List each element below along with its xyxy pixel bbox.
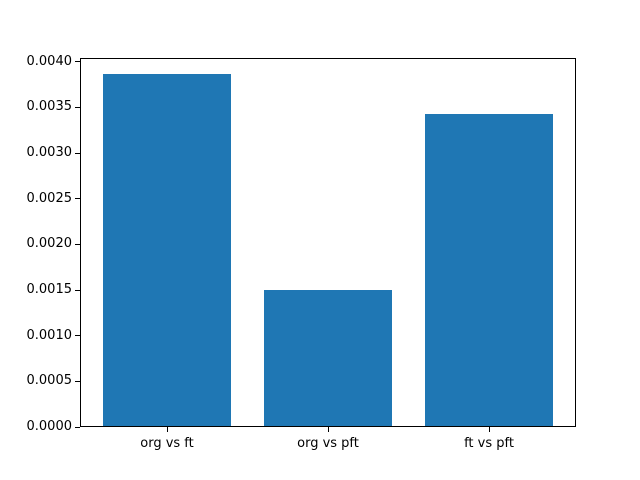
y-tick-mark xyxy=(75,289,80,291)
y-tick-label: 0.0030 xyxy=(26,145,73,160)
y-tick-label: 0.0020 xyxy=(26,236,73,252)
y-tick-label: 0.0025 xyxy=(26,190,73,206)
y-tick-label: 0.0010 xyxy=(26,327,73,343)
y-tick-mark xyxy=(75,243,80,245)
y-tick-mark xyxy=(75,380,80,382)
y-tick-mark xyxy=(75,198,80,200)
x-tick-mark xyxy=(488,427,490,432)
y-tick-label: 0.0005 xyxy=(26,373,73,389)
x-tick-label: ft vs pft xyxy=(464,436,514,451)
bar-ft-vs-pft xyxy=(424,113,554,427)
x-tick-label: org vs ft xyxy=(140,436,194,451)
y-tick-label: 0.0000 xyxy=(26,419,73,434)
bar-org-vs-ft xyxy=(102,73,232,427)
x-tick-label: org vs pft xyxy=(297,436,359,451)
y-tick-label: 0.0035 xyxy=(26,99,73,115)
x-tick-mark xyxy=(327,427,329,432)
y-tick-mark xyxy=(75,106,80,108)
y-tick-label: 0.0015 xyxy=(26,282,73,297)
y-tick-mark xyxy=(75,61,80,63)
y-tick-mark xyxy=(75,335,80,337)
y-tick-mark xyxy=(75,152,80,154)
y-tick-mark xyxy=(75,426,80,428)
y-tick-label: 0.0040 xyxy=(26,53,73,69)
bar-org-vs-pft xyxy=(263,290,393,427)
x-tick-mark xyxy=(166,427,168,432)
